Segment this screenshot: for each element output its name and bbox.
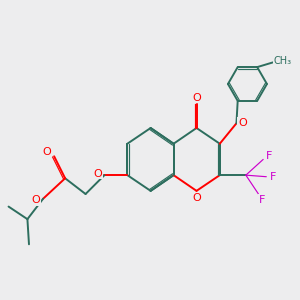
Text: O: O <box>192 92 201 103</box>
Text: O: O <box>43 147 52 157</box>
Text: CH₃: CH₃ <box>274 56 292 66</box>
Text: O: O <box>32 195 40 205</box>
Text: F: F <box>270 172 276 182</box>
Text: O: O <box>192 193 201 203</box>
Text: O: O <box>93 169 102 178</box>
Text: F: F <box>258 195 265 205</box>
Text: F: F <box>266 151 272 161</box>
Text: O: O <box>238 118 247 128</box>
